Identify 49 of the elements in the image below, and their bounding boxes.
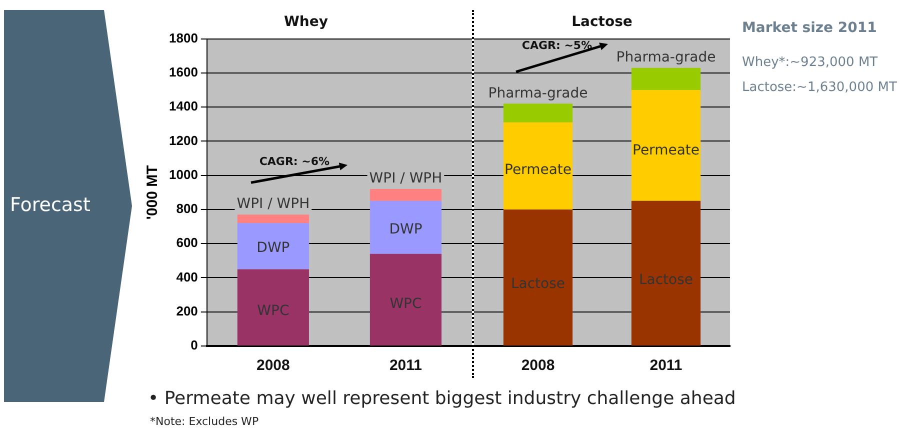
- text: WPI / WPH: [369, 170, 442, 187]
- text: Market size 2011: [742, 20, 877, 36]
- bar: [370, 254, 442, 346]
- series-label: WPC: [257, 302, 290, 319]
- annotation: CAGR: ~6%: [259, 155, 330, 168]
- y-tick-label: 1200: [169, 132, 198, 148]
- bar: [503, 122, 573, 210]
- bar: [237, 214, 309, 224]
- y-axis-title: '000 MT: [144, 165, 162, 220]
- y-tick-label: 400: [176, 269, 198, 284]
- chart-title: Lactose: [572, 14, 632, 30]
- y-tick-label: 1400: [169, 98, 198, 114]
- y-tick-label: 1600: [169, 64, 198, 80]
- text: WPC: [390, 296, 422, 312]
- text: Forecast: [10, 194, 90, 216]
- x-tick-label: 2011: [389, 357, 422, 374]
- text: Lactose:~1,630,000 MT: [742, 80, 897, 95]
- text: DWP: [389, 222, 422, 238]
- text: Lactose: [638, 272, 694, 288]
- y-tick-label: 1000: [169, 166, 198, 182]
- text: Permeate: [632, 142, 700, 159]
- series-label: Permeate: [504, 162, 572, 178]
- bar: [503, 209, 573, 346]
- series-label: DWP: [256, 240, 290, 256]
- text: Whey*:~923,000 MT: [742, 55, 878, 70]
- x-tick-label: 2011: [650, 357, 682, 374]
- series-label: Lactose: [510, 276, 566, 292]
- bar: [237, 223, 309, 270]
- y-tick-label: 200: [176, 303, 198, 318]
- series-label: WPI / WPH: [236, 196, 310, 212]
- annotation: CAGR: ~5%: [522, 39, 592, 52]
- chart-title: Whey: [284, 14, 328, 30]
- bar: [237, 269, 309, 346]
- bar: [631, 90, 701, 201]
- y-tick-label: 0: [190, 338, 198, 353]
- text: • Permeate may well represent biggest industry challenge ahead: [148, 388, 736, 409]
- text: Pharma-grade: [616, 49, 716, 66]
- y-tick-label: 1800: [169, 30, 198, 46]
- x-tick-label: 2008: [256, 357, 290, 374]
- bar: [370, 200, 442, 254]
- y-tick-label: 800: [176, 201, 198, 216]
- series-label: Pharma-grade: [488, 85, 588, 102]
- bar: [503, 104, 573, 122]
- bar: [631, 200, 701, 346]
- bar: [370, 188, 442, 201]
- y-tick-label: 600: [176, 235, 198, 250]
- text: *Note: Excludes WP: [150, 415, 259, 428]
- bar: [631, 68, 701, 90]
- x-tick-label: 2008: [521, 357, 555, 374]
